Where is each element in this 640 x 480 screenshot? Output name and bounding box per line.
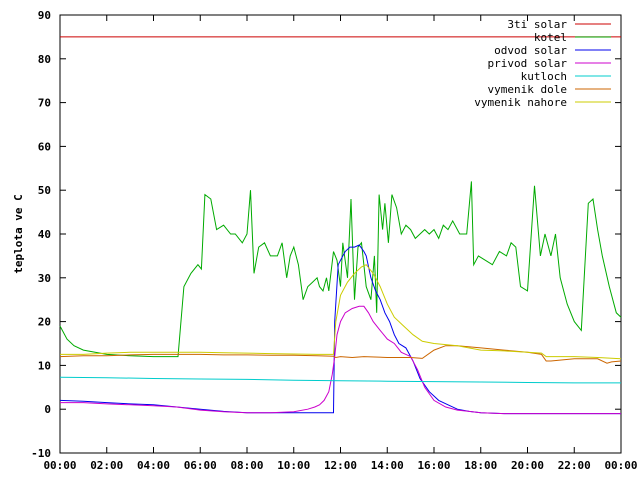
y-tick-label: 10 [38,359,51,372]
x-tick-label: 16:00 [417,459,450,472]
y-tick-label: 50 [38,184,51,197]
legend-label: vymenik dole [488,83,567,96]
x-tick-label: 00:00 [604,459,637,472]
y-axis-label: teplota ve C [12,194,25,273]
y-tick-label: 30 [38,272,51,285]
x-tick-label: 08:00 [230,459,263,472]
x-tick-label: 22:00 [558,459,591,472]
y-tick-label: 60 [38,140,51,153]
x-tick-label: 12:00 [324,459,357,472]
series-line-odvod-solar [59,244,621,415]
x-tick-label: 14:00 [371,459,404,472]
x-tick-label: 18:00 [464,459,497,472]
y-tick-label: -10 [31,447,51,460]
y-tick-label: 90 [38,9,51,22]
y-tick-label: 40 [38,228,51,241]
x-tick-label: 00:00 [43,459,76,472]
legend-label: kotel [534,31,567,44]
x-tick-label: 06:00 [184,459,217,472]
legend-label: vymenik nahore [474,96,567,109]
legend-label: 3ti solar [507,18,567,31]
y-tick-label: 0 [44,403,51,416]
series-line-kotel [59,181,622,358]
series-line-vymenik-dole [59,345,622,364]
x-tick-label: 02:00 [90,459,123,472]
series-line-vymenik-nahore [60,264,622,360]
series-line-privod-solar [60,305,621,415]
x-axis-ticks: 00:00 02:00 04:00 06:00 08:00 10:00 12:00 14:00… [43,15,638,472]
series-lines [59,36,622,415]
x-tick-label: 10:00 [277,459,310,472]
x-tick-label: 04:00 [137,459,170,472]
x-tick-label: 20:00 [511,459,544,472]
legend-label: odvod solar [494,44,567,57]
legend-label: privod solar [488,57,568,70]
y-tick-label: 20 [38,316,51,329]
series-line-kutloch [59,376,621,384]
y-tick-label: 80 [38,53,51,66]
y-tick-label: 70 [38,97,51,110]
y-axis-ticks: -10 0 10 20 30 40 50 60 70 80 90 [31,9,621,460]
legend-label: kutloch [521,70,567,83]
